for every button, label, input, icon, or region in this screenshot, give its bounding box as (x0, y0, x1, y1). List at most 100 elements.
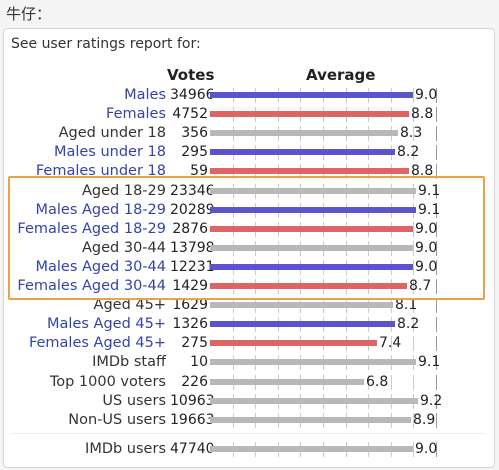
rating-row: US users 10963 9.2 (0, 392, 499, 411)
rating-bar (210, 264, 413, 270)
row-label-link[interactable]: IMDb staff (92, 354, 166, 370)
rating-row: Males Aged 30-44 12231 9.0 (0, 258, 499, 277)
rating-row: Males Aged 45+ 1326 8.2 (0, 315, 499, 334)
rating-bar (210, 130, 398, 136)
row-label-link[interactable]: Females Aged 18-29 (17, 221, 166, 237)
grid-line (436, 260, 437, 275)
votes-count: 1429 (172, 278, 208, 294)
grid-line (436, 88, 437, 103)
bar-track: 9.0 (210, 239, 438, 258)
average-value: 8.1 (395, 297, 418, 313)
rating-row: Females 4752 8.8 (0, 105, 499, 124)
bar-track: 8.8 (210, 105, 437, 124)
rating-row: IMDb users 47740 9.0 (0, 440, 499, 459)
row-label-link[interactable]: Males under 18 (53, 144, 166, 160)
caption: 牛仔： (6, 5, 52, 23)
average-value: 9.0 (415, 221, 438, 237)
row-label-link[interactable]: Males Aged 45+ (47, 316, 166, 332)
votes-count: 295 (181, 144, 208, 160)
votes-count: 19663 (170, 412, 215, 428)
row-label-link[interactable]: Males Aged 30-44 (35, 259, 167, 275)
rating-bar (210, 379, 364, 385)
grid-line (413, 107, 414, 122)
row-label-link[interactable]: Aged 18-29 (82, 183, 166, 199)
rating-bar (210, 92, 413, 98)
grid-line (436, 164, 437, 179)
row-label-link[interactable]: Females Aged 30-44 (17, 278, 166, 294)
votes-count: 59 (190, 163, 208, 179)
row-label-link[interactable]: Top 1000 voters (49, 374, 166, 390)
grid-line (413, 413, 414, 428)
rating-bar (210, 188, 416, 194)
rating-bar (210, 359, 416, 365)
grid-line (413, 164, 414, 179)
rating-bar (210, 111, 409, 117)
row-label-link[interactable]: Aged 45+ (93, 297, 166, 313)
rating-bar (210, 340, 377, 346)
rating-row: Females Aged 45+ 275 7.4 (0, 334, 499, 353)
votes-count: 275 (181, 335, 208, 351)
grid-line (413, 88, 414, 103)
bar-track: 9.2 (210, 392, 442, 411)
rating-bar (210, 226, 413, 232)
bar-track: 9.1 (210, 201, 440, 220)
votes-count: 226 (181, 374, 208, 390)
row-label-link[interactable]: Females Aged 45+ (28, 335, 166, 351)
divider (10, 433, 486, 434)
average-value: 9.0 (415, 259, 438, 275)
average-value: 9.1 (418, 354, 441, 370)
grid-line (436, 336, 437, 351)
row-label-link[interactable]: US users (102, 393, 166, 409)
grid-line (436, 145, 437, 160)
bar-track: 9.0 (210, 258, 438, 277)
votes-count: 356 (181, 125, 208, 141)
rating-bar (210, 302, 393, 308)
bar-track: 9.1 (210, 182, 440, 201)
grid-line (436, 442, 437, 457)
rating-bar (210, 245, 413, 251)
votes-count: 1629 (172, 297, 208, 313)
grid-line (413, 222, 414, 237)
row-label-link[interactable]: Males (124, 87, 166, 103)
grid-line (391, 336, 392, 351)
row-label-link[interactable]: Aged 30-44 (82, 240, 166, 256)
votes-count: 1326 (172, 316, 208, 332)
rating-bar (210, 168, 409, 174)
votes-count: 10963 (170, 393, 215, 409)
row-label-link[interactable]: Females (106, 106, 166, 122)
votes-header: Votes (167, 66, 215, 84)
average-value: 8.2 (397, 144, 420, 160)
rating-row: Females Aged 18-29 2876 9.0 (0, 220, 499, 239)
bar-track: 6.8 (210, 373, 437, 392)
rating-row: Aged 30-44 13798 9.0 (0, 239, 499, 258)
average-header: Average (306, 66, 376, 84)
row-label-link[interactable]: IMDb users (85, 441, 166, 457)
row-label-link[interactable]: Non-US users (68, 412, 166, 428)
rating-row: Top 1000 voters 226 6.8 (0, 373, 499, 392)
row-label-link[interactable]: Aged under 18 (58, 125, 166, 141)
bar-track: 8.3 (210, 124, 437, 143)
grid-line (436, 298, 437, 313)
grid-line (413, 317, 414, 332)
grid-line (436, 413, 437, 428)
rating-bar (210, 283, 407, 289)
row-label-link[interactable]: Females under 18 (35, 163, 166, 179)
grid-line (436, 279, 437, 294)
average-value: 9.1 (418, 183, 441, 199)
report-label: See user ratings report for: (11, 36, 201, 52)
average-value: 8.8 (411, 106, 434, 122)
row-label-link[interactable]: Males Aged 18-29 (35, 202, 167, 218)
grid-line (436, 241, 437, 256)
rating-row: Males Aged 18-29 20289 9.1 (0, 201, 499, 220)
grid-line (436, 107, 437, 122)
rating-row: IMDb staff 10 9.1 (0, 353, 499, 372)
bar-track: 8.7 (210, 277, 437, 296)
average-value: 7.4 (379, 335, 402, 351)
rating-bar (210, 321, 395, 327)
average-value: 9.0 (415, 240, 438, 256)
votes-count: 2876 (172, 221, 208, 237)
grid-line (436, 355, 437, 370)
grid-line (413, 375, 414, 390)
average-value: 9.0 (415, 87, 438, 103)
grid-line (436, 394, 437, 409)
